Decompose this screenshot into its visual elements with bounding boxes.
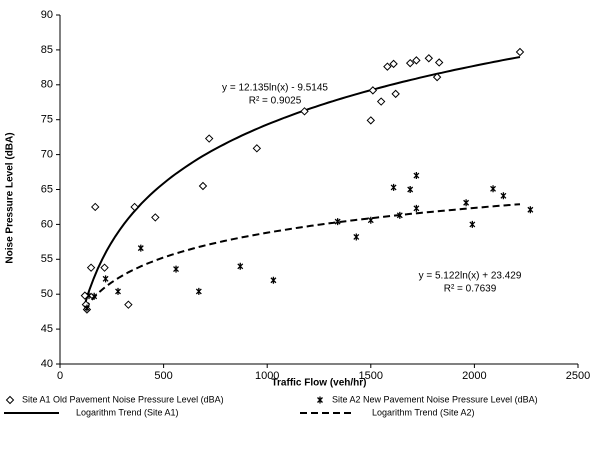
asterisk-marker: [469, 220, 476, 228]
asterisk-marker: [390, 183, 397, 191]
x-tick-label: 2000: [462, 370, 486, 382]
legend: Site A1 Old Pavement Noise Pressure Leve…: [4, 394, 538, 417]
y-tick-label: 85: [41, 44, 53, 56]
trend-equation: y = 5.122ln(x) + 23.429: [419, 271, 522, 282]
y-tick-label: 75: [41, 114, 53, 126]
x-tick-label: 1500: [359, 370, 383, 382]
asterisk-marker: [83, 304, 90, 312]
legend-label: Site A1 Old Pavement Noise Pressure Leve…: [22, 394, 224, 404]
asterisk-marker: [173, 265, 179, 273]
diamond-marker: [151, 213, 160, 222]
asterisk-marker: [407, 186, 414, 193]
trend-equation: y = 12.135ln(x) - 9.5145: [222, 83, 328, 94]
y-tick-label: 60: [41, 218, 53, 230]
trend-line: [84, 203, 521, 310]
diamond-marker: [5, 395, 15, 405]
legend-label: Logarithm Trend (Site A1): [76, 407, 179, 417]
legend-item: Logarithm Trend (Site A2): [300, 407, 475, 417]
asterisk-marker: [195, 287, 202, 295]
y-axis-label: Noise Pressure Level (dBA): [5, 132, 16, 263]
asterisk-marker: [334, 218, 341, 226]
asterisk-marker: [490, 185, 497, 193]
legend-item: Site A2 New Pavement Noise Pressure Leve…: [317, 394, 538, 404]
x-axis-label: Traffic Flow (veh/hr): [271, 378, 366, 389]
diamond-marker: [434, 58, 444, 67]
x-tick-label: 0: [57, 370, 63, 382]
diamond-marker: [86, 263, 96, 272]
x-tick-label: 2500: [566, 370, 590, 382]
trend-r2: R² = 0.7639: [444, 284, 497, 295]
asterisk-marker: [91, 292, 98, 300]
y-tick-label: 50: [41, 288, 53, 300]
diamond-marker: [300, 107, 309, 116]
asterisk-marker: [367, 216, 374, 224]
diamond-marker: [366, 116, 376, 125]
x-tick-label: 1000: [255, 370, 279, 382]
asterisk-marker: [500, 192, 507, 200]
diamond-marker: [91, 202, 100, 212]
diamond-marker: [391, 89, 400, 99]
diamond-marker: [424, 54, 434, 63]
asterisk-marker: [86, 292, 92, 300]
y-tick-label: 70: [41, 149, 53, 161]
y-tick-label: 80: [41, 79, 53, 91]
diamond-marker: [376, 97, 386, 106]
y-tick-label: 40: [41, 358, 53, 370]
y-tick-label: 55: [41, 253, 53, 265]
diamond-marker: [515, 47, 525, 57]
legend-item: Site A1 Old Pavement Noise Pressure Leve…: [5, 394, 224, 405]
diamond-marker: [198, 181, 208, 191]
asterisk-marker: [413, 172, 420, 180]
asterisk-marker: [102, 275, 109, 283]
diamond-marker: [204, 134, 214, 143]
trend-line: [83, 56, 521, 305]
diamond-marker: [383, 62, 392, 71]
asterisk-marker: [396, 211, 403, 219]
legend-item: Logarithm Trend (Site A1): [4, 407, 179, 417]
asterisk-marker: [115, 287, 121, 295]
asterisk-marker: [463, 199, 470, 207]
diamond-marker: [432, 72, 442, 82]
diamond-marker: [412, 56, 421, 65]
asterisk-marker: [317, 396, 323, 404]
diamond-marker: [100, 263, 109, 272]
trend-r2: R² = 0.9025: [249, 96, 302, 107]
diamond-marker: [368, 86, 378, 95]
asterisk-marker: [237, 262, 244, 270]
diamond-marker: [130, 202, 139, 212]
diamond-marker: [405, 58, 415, 68]
y-tick-label: 45: [41, 323, 53, 335]
asterisk-marker: [270, 276, 277, 284]
x-tick-label: 500: [154, 370, 172, 382]
diamond-marker: [252, 144, 262, 153]
y-tick-label: 90: [41, 9, 53, 21]
asterisk-marker: [527, 206, 534, 214]
legend-label: Logarithm Trend (Site A2): [372, 407, 475, 417]
diamond-marker: [124, 300, 133, 309]
asterisk-marker: [353, 233, 360, 241]
diamond-marker: [389, 59, 398, 69]
asterisk-marker: [413, 204, 420, 212]
legend-label: Site A2 New Pavement Noise Pressure Leve…: [332, 394, 538, 404]
asterisk-marker: [137, 244, 144, 252]
y-tick-label: 65: [41, 183, 53, 195]
